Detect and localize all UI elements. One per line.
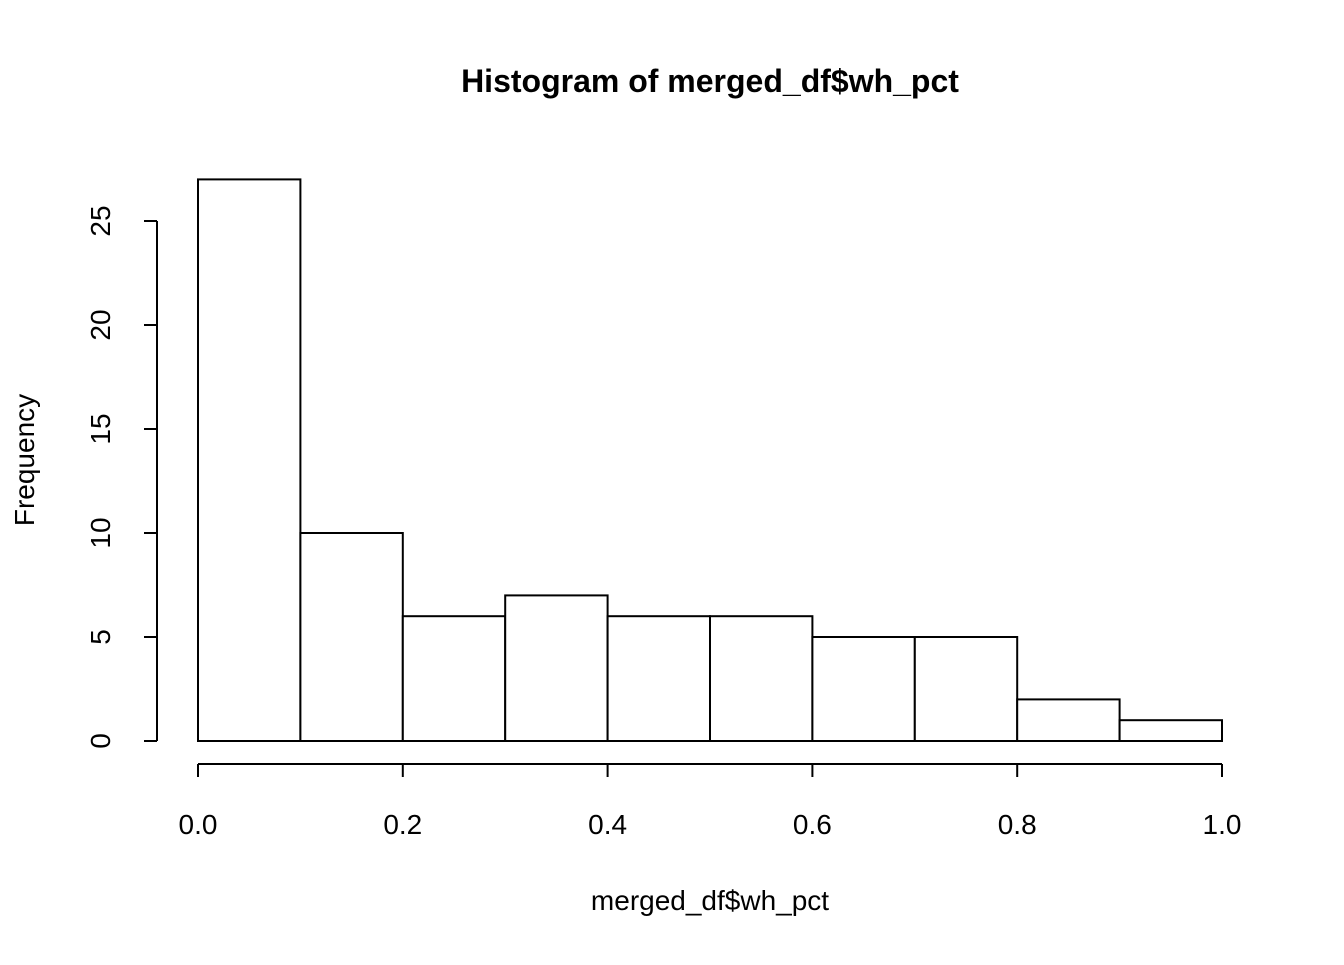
chart-title: Histogram of merged_df$wh_pct: [461, 63, 959, 99]
histogram-bar-2: [401, 615, 507, 743]
y-tick-label: 10: [85, 517, 116, 548]
x-tick-label: 0.6: [793, 809, 832, 840]
x-tick-label: 0.4: [588, 809, 627, 840]
x-tick-label: 0.0: [179, 809, 218, 840]
histogram-bar-7: [913, 636, 1019, 742]
y-tick-label: 20: [85, 309, 116, 340]
histogram-bar-8: [1016, 698, 1121, 743]
histogram-bar-1: [299, 532, 404, 742]
histogram-bar-5: [709, 615, 814, 743]
y-tick-label: 15: [85, 413, 116, 444]
histogram-bar-3: [504, 594, 609, 743]
y-axis: 0 5 10 15 20 25: [85, 205, 158, 749]
bars-group: [197, 178, 1223, 743]
x-axis-label: merged_df$wh_pct: [591, 885, 829, 916]
histogram-bar-4: [606, 615, 711, 743]
histogram-bar-9: [1118, 719, 1223, 743]
x-axis: 0.0 0.2 0.4 0.6 0.8 1.0: [179, 763, 1242, 840]
y-tick-label: 5: [85, 629, 116, 645]
histogram-bar-6: [811, 636, 916, 742]
x-tick-label: 0.2: [383, 809, 422, 840]
x-tick-label: 1.0: [1203, 809, 1242, 840]
y-tick-label: 0: [85, 733, 116, 749]
y-tick-label: 25: [85, 205, 116, 236]
x-tick-label: 0.8: [998, 809, 1037, 840]
histogram-bar-0: [197, 178, 302, 742]
y-axis-label: Frequency: [9, 394, 40, 526]
